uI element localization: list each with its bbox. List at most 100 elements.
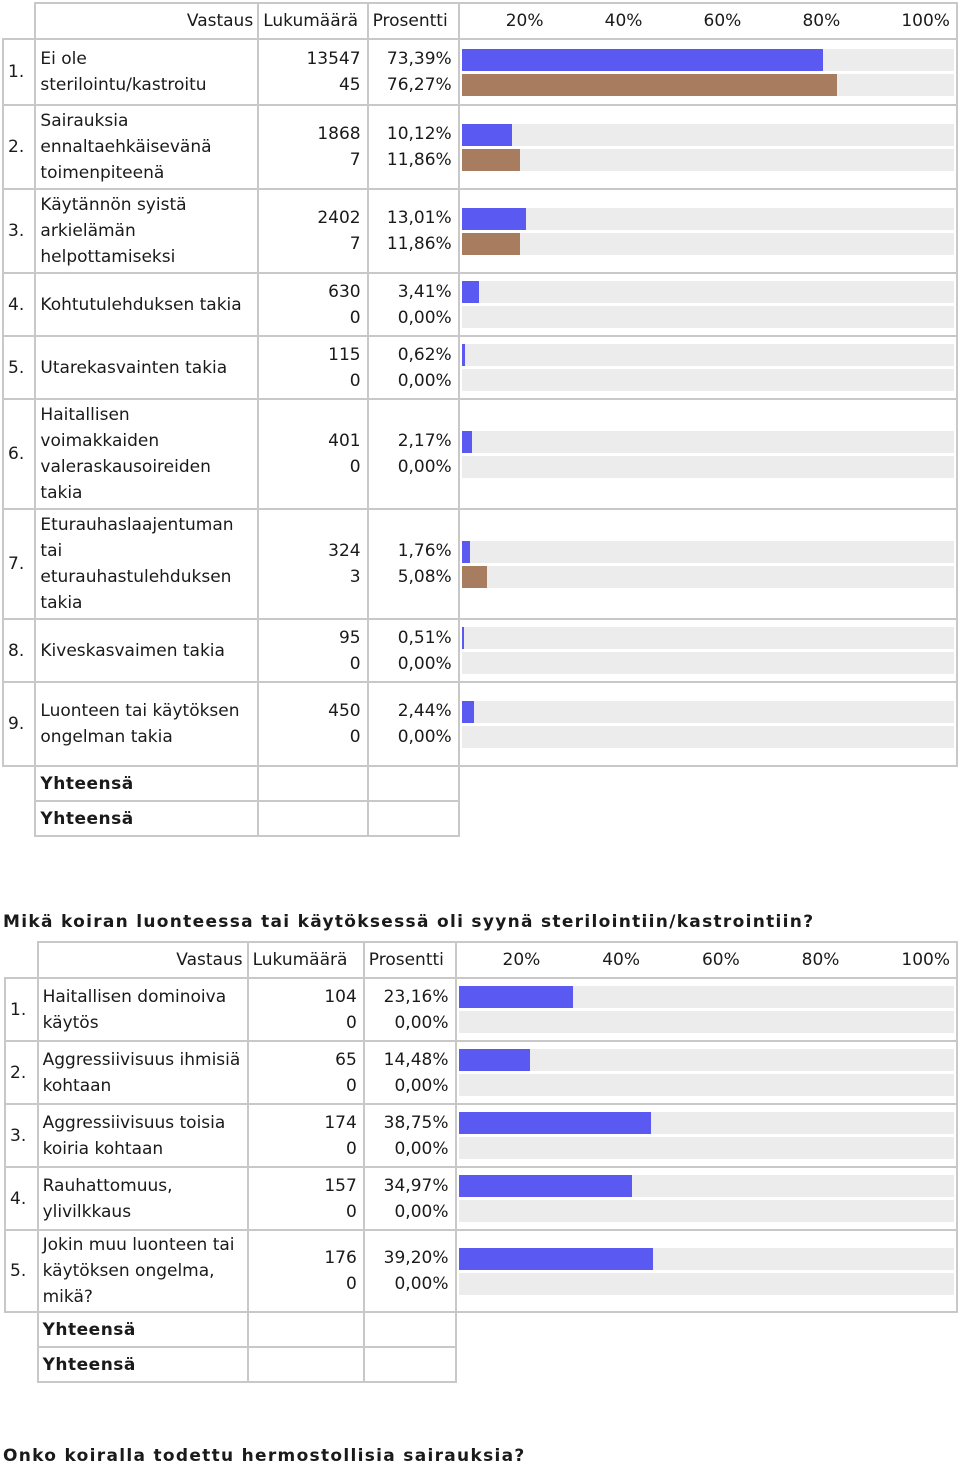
percent-a: 2,44%	[397, 701, 452, 721]
table-row: 7. Eturauhaslaajentuman tai eturauhastule…	[1, 508, 959, 620]
table-header: Vastaus Lukumäärä Prosentti 20% 40% 60% …	[3, 2, 959, 40]
row-percents: 38,75% 0,00%	[362, 1103, 457, 1168]
bar-a	[461, 627, 465, 649]
question-title-3: Onko koiralla todettu hermostollisia sai…	[3, 1446, 526, 1466]
total-row: Yhteensä	[5, 1346, 957, 1383]
header-scale: 20% 40% 60% 80% 100%	[454, 941, 958, 979]
count-a: 176	[324, 1248, 357, 1268]
scale-20: 20%	[505, 11, 544, 31]
bar-a	[461, 540, 471, 563]
bar-track-b	[461, 306, 954, 328]
bar-track-a	[458, 1247, 954, 1270]
percent-a: 0,51%	[397, 627, 452, 648]
bar-b	[461, 148, 521, 171]
bar-a	[461, 281, 479, 303]
count-a: 174	[324, 1112, 357, 1133]
row-bars	[457, 508, 959, 620]
row-label: Eturauhaslaajentuman tai eturauhastulehd…	[34, 508, 260, 620]
row-bars	[457, 272, 959, 337]
total-label: Yhteensä	[34, 800, 260, 837]
row-counts: 13547 45	[257, 38, 369, 106]
bar-track-b	[458, 1200, 954, 1222]
count-b: 0	[349, 370, 361, 391]
percent-a: 13,01%	[386, 208, 452, 228]
table-row: 4. Rauhattomuus, ylivilkkaus 157 0 34,97% 0,0…	[4, 1166, 958, 1231]
count-b: 0	[349, 653, 361, 674]
percent-b: 0,00%	[394, 1201, 449, 1222]
row-number: 4.	[1, 272, 37, 337]
row-number: 2.	[1, 104, 37, 190]
row-counts: 450 0	[257, 681, 369, 767]
total-label: Yhteensä	[36, 1346, 249, 1383]
bar-track-a	[461, 627, 954, 649]
row-label: Rauhattomuus, ylivilkkaus	[36, 1166, 249, 1231]
scale-40: 40%	[602, 950, 641, 970]
bar-a	[461, 700, 474, 723]
percent-b: 0,00%	[397, 727, 452, 747]
row-label: Haitallisen dominoiva käytös	[36, 977, 249, 1042]
bar-track-a	[461, 430, 954, 453]
header-answer: Vastaus	[34, 2, 260, 40]
row-label: Aggressiivisuus ihmisiä kohtaan	[36, 1040, 249, 1105]
row-percents: 23,16% 0,00%	[362, 977, 457, 1042]
row-number: 5.	[1, 335, 37, 400]
row-bars	[454, 1103, 958, 1168]
bar-track-b	[461, 455, 954, 478]
row-label: Utarekasvainten takia	[34, 335, 260, 400]
count-b: 7	[349, 150, 361, 170]
bar-a	[461, 207, 526, 230]
bar-track-a	[461, 123, 954, 146]
row-counts: 324 3	[257, 508, 369, 620]
bar-track-b	[458, 1272, 954, 1295]
table-row: 6. Haitallisen voimakkaiden valeraskausoi…	[1, 398, 959, 510]
row-counts: 1868 7	[257, 104, 369, 190]
bar-a	[458, 1049, 531, 1071]
count-a: 95	[338, 627, 361, 648]
count-a: 115	[328, 344, 361, 365]
row-percents: 10,12% 11,86%	[366, 104, 460, 190]
row-counts: 104 0	[246, 977, 365, 1042]
row-number: 7.	[1, 508, 37, 620]
header-spacer	[3, 3, 35, 39]
row-counts: 2402 7	[257, 188, 369, 274]
count-a: 1868	[317, 124, 361, 144]
percent-b: 76,27%	[386, 75, 452, 95]
bar-track-a	[461, 540, 954, 563]
bar-a	[458, 986, 574, 1008]
scale-80: 80%	[802, 11, 841, 31]
scale-80: 80%	[801, 950, 840, 970]
total-row: Yhteensä	[3, 765, 957, 802]
row-bars	[454, 1040, 958, 1105]
row-number: 5.	[4, 1229, 39, 1313]
table-row: 8. Kiveskasvaimen takia 95 0 0,51% 0,00%	[1, 618, 959, 683]
count-b: 0	[345, 1274, 357, 1294]
percent-b: 0,00%	[397, 457, 452, 477]
row-percents: 1,76% 5,08%	[366, 508, 460, 620]
row-number: 8.	[1, 618, 37, 683]
bar-track-a	[458, 1112, 954, 1134]
table-header: Vastaus Lukumäärä Prosentti 20% 40% 60% …	[5, 941, 958, 979]
header-percent: Prosentti	[366, 2, 460, 40]
scale-100: 100%	[901, 11, 950, 31]
count-a: 65	[335, 1049, 357, 1070]
bar-a	[461, 123, 512, 146]
percent-a: 39,20%	[383, 1248, 449, 1268]
row-number: 2.	[4, 1040, 39, 1105]
row-bars	[454, 977, 958, 1042]
row-counts: 401 0	[257, 398, 369, 510]
row-bars	[457, 335, 959, 400]
bar-track-a	[461, 281, 954, 303]
bar-a	[461, 430, 473, 453]
percent-a: 1,76%	[397, 541, 452, 561]
bar-track-b	[458, 1074, 954, 1096]
bar-track-b	[461, 148, 954, 171]
bar-a	[458, 1247, 653, 1270]
row-label: Kiveskasvaimen takia	[34, 618, 260, 683]
count-a: 450	[328, 701, 361, 721]
row-number: 3.	[4, 1103, 39, 1168]
results-table-2: Vastaus Lukumäärä Prosentti 20% 40% 60% …	[4, 941, 958, 1383]
row-label: Ei ole sterilointu/kastroitu	[34, 38, 260, 106]
percent-b: 0,00%	[394, 1012, 449, 1033]
bar-track-b	[461, 73, 954, 96]
bar-track-a	[458, 1049, 954, 1071]
